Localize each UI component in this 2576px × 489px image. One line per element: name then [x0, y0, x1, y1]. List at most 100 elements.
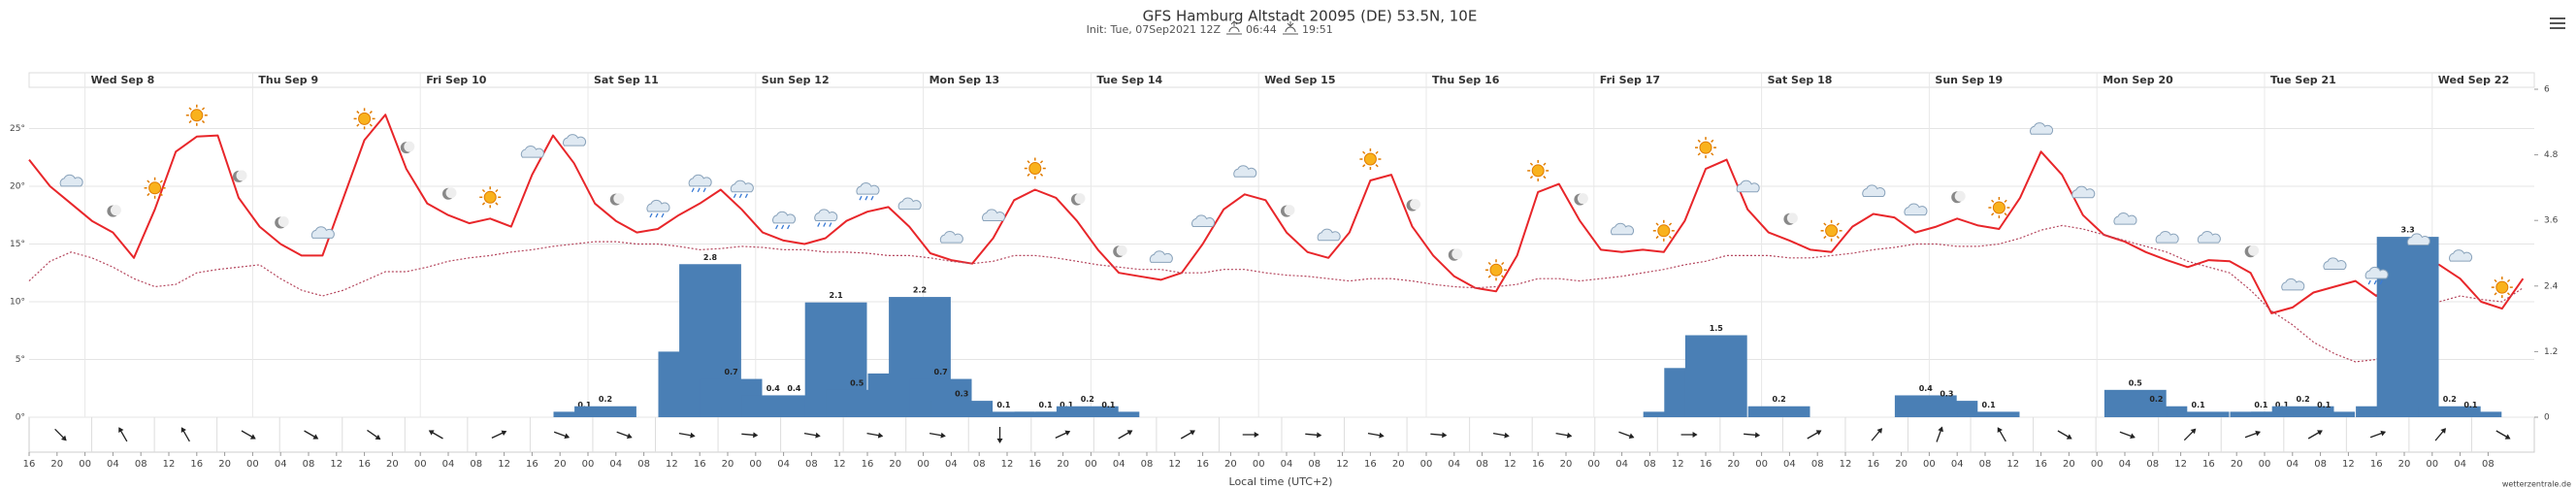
wind-arrow [1807, 430, 1822, 440]
weather-icon [442, 187, 457, 200]
sun-ray [1991, 212, 1995, 216]
x-tick-label: 00 [2426, 459, 2438, 470]
day-label: Mon Sep 13 [929, 74, 1000, 86]
x-tick-label: 08 [1811, 459, 1824, 470]
x-tick-label: 12 [498, 459, 510, 470]
x-tick-label: 12 [1168, 459, 1181, 470]
weather-icon [1485, 259, 1507, 281]
arrow-head [180, 427, 186, 434]
raindrop [787, 224, 791, 230]
raindrop [2367, 279, 2371, 285]
bar-label: 2.1 [830, 291, 844, 300]
arrow-head [2066, 434, 2072, 440]
weather-icon [1071, 193, 1086, 206]
bar-label: 0.5 [850, 378, 864, 387]
weather-icon [1652, 219, 1675, 242]
x-tick-label: 20 [1895, 459, 1908, 470]
arrow-head [1692, 432, 1698, 438]
weather-icon [609, 193, 625, 206]
weather-icon [982, 209, 1006, 222]
x-tick-label: 12 [666, 459, 678, 470]
wind-arrow [1180, 430, 1195, 440]
arrow-head [428, 430, 435, 436]
x-tick-label: 16 [1700, 459, 1712, 470]
arrow-head [1190, 430, 1195, 436]
cloud [856, 182, 880, 195]
day-label: Sun Sep 19 [1935, 74, 2003, 86]
wind-arrow [553, 431, 571, 440]
x-tick-label: 08 [2146, 459, 2159, 470]
arrow-head [1064, 430, 1071, 437]
x-tick-label: 04 [609, 459, 622, 470]
weather-icon [144, 177, 166, 199]
wind-arrow [1242, 432, 1259, 438]
precipitation-bar [2125, 406, 2188, 417]
y2-tick-label: 6 [2544, 85, 2550, 95]
raindrop [691, 187, 695, 193]
weather-icon [400, 141, 415, 154]
moon-cut [1410, 199, 1421, 211]
sun-ray [201, 107, 206, 111]
x-tick-label: 04 [275, 459, 287, 470]
precipitation-bar [1747, 406, 1810, 417]
precipitation-bar [574, 406, 636, 417]
wind-arrow [491, 430, 507, 439]
x-tick-label: 08 [135, 459, 147, 470]
cloud [2197, 231, 2221, 244]
wind-arrow [1997, 427, 2006, 442]
x-tick-label: 04 [945, 459, 958, 470]
wind-arrow [929, 432, 946, 439]
chart-title: GFS Hamburg Altstadt 20095 (DE) 53.5N, 1… [1143, 8, 1478, 25]
wind-arrow [2057, 430, 2072, 440]
bar-label: 0.2 [1081, 395, 1094, 404]
credit: wetterzentrale.de [2502, 480, 2571, 489]
precipitation-bar [2293, 411, 2356, 417]
x-tick-label: 12 [330, 459, 342, 470]
wind-arrow [1744, 432, 1761, 439]
x-tick-label: 08 [1476, 459, 1488, 470]
weather-icon [730, 179, 754, 199]
sun-ray [188, 107, 192, 111]
x-tick-label: 16 [694, 459, 706, 470]
x-tick-label: 08 [1141, 459, 1154, 470]
x-tick-label: 12 [163, 459, 176, 470]
x-tick-label: 20 [2063, 459, 2075, 470]
moon-cut [1284, 205, 1295, 216]
sun-ray [356, 111, 360, 114]
sun [148, 181, 162, 195]
day-label: Sat Sep 18 [1768, 74, 1833, 86]
bar-label: 0.7 [934, 368, 948, 376]
arrow-head [690, 432, 696, 439]
moon-cut [1451, 248, 1463, 260]
x-tick-label: 08 [2482, 459, 2494, 470]
x-tick-label: 12 [1840, 459, 1852, 470]
x-tick-label: 12 [1001, 459, 1014, 470]
day-label: Sat Sep 11 [594, 74, 659, 86]
x-tick-label: 08 [973, 459, 986, 470]
precipitation-bar [1957, 411, 2020, 417]
bar-label: 0.1 [2192, 401, 2206, 409]
y-tick-label: 20° [10, 181, 25, 191]
cloud [1862, 184, 1886, 198]
precipitation-bar [972, 411, 1035, 417]
x-tick-label: 00 [79, 459, 91, 470]
arrow-head [118, 427, 124, 434]
arrow-head [2380, 430, 2387, 437]
weather-icon [2071, 185, 2096, 199]
weather-icon [353, 108, 375, 130]
menu-button[interactable] [2550, 17, 2565, 29]
arrow-head [1504, 432, 1510, 439]
cloud [1317, 228, 1341, 242]
wind-arrow [1680, 432, 1698, 438]
y2-tick-label: 2.4 [2544, 281, 2559, 291]
wind-arrow [1555, 432, 1573, 439]
day-row [28, 72, 2535, 88]
precipitation-bar [1077, 411, 1140, 417]
bar-label: 0.5 [2129, 378, 2143, 387]
x-tick-label: 08 [470, 459, 482, 470]
day-label: Wed Sep 22 [2438, 74, 2509, 86]
wind-arrow [304, 430, 319, 440]
sun [1825, 224, 1839, 238]
day-label: Sun Sep 12 [762, 74, 830, 86]
